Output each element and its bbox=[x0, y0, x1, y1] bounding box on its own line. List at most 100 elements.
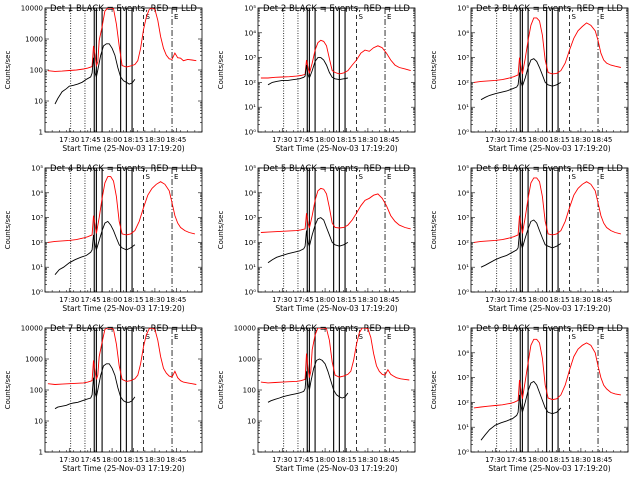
y-tick-label: 10³ bbox=[457, 214, 469, 222]
x-tick-label: 18:00 bbox=[102, 456, 122, 464]
y-tick-label: 10000 bbox=[21, 325, 43, 333]
x-tick-label: 17:30 bbox=[485, 456, 505, 464]
plot-frame bbox=[470, 167, 629, 293]
x-tick-label: 18:45 bbox=[592, 456, 612, 464]
plot-frame bbox=[257, 327, 416, 453]
x-tick-label: 17:30 bbox=[59, 456, 79, 464]
lld-series-line bbox=[260, 328, 410, 384]
events-series-line bbox=[267, 217, 349, 264]
y-axis-label: Counts/sec bbox=[217, 51, 225, 90]
x-axis-label: Start Time (25-Nov-03 17:19:20) bbox=[275, 304, 397, 313]
x-tick-label: 18:30 bbox=[358, 296, 378, 304]
lld-series-line bbox=[260, 187, 411, 233]
y-tick-label: 10⁵ bbox=[457, 5, 469, 13]
x-tick-label: 17:30 bbox=[59, 136, 79, 144]
x-tick-label: 17:45 bbox=[507, 136, 527, 144]
y-tick-label: 10² bbox=[457, 399, 469, 407]
y-tick-label: 10⁵ bbox=[457, 325, 469, 333]
lld-series-line bbox=[47, 176, 196, 243]
series-group bbox=[260, 328, 410, 403]
x-tick-label: 18:00 bbox=[102, 136, 122, 144]
series-group bbox=[47, 8, 197, 105]
x-tick-label: 18:15 bbox=[549, 136, 569, 144]
panel-svg: Det 3 BLACK = Events, RED = LLD 10⁰ 10¹ 10²… bbox=[430, 4, 629, 153]
detector-panel-2: Det 2 BLACK = Events, RED = LLD 10⁰ 10¹ 10²… bbox=[213, 0, 426, 160]
y-tick-label: 10¹ bbox=[457, 424, 469, 432]
marker-label: E bbox=[174, 333, 178, 341]
y-tick-label: 10⁰ bbox=[457, 289, 469, 297]
series-group bbox=[473, 17, 622, 101]
x-tick-label: 18:30 bbox=[571, 456, 591, 464]
y-axis-label: Counts/sec bbox=[4, 371, 12, 410]
y-tick-label: 10³ bbox=[31, 214, 43, 222]
y-tick-label: 10⁵ bbox=[244, 5, 256, 13]
y-tick-label: 10⁴ bbox=[31, 189, 43, 197]
x-tick-label: 18:00 bbox=[315, 136, 335, 144]
marker-label: E bbox=[174, 13, 178, 21]
y-tick-label: 10 bbox=[247, 418, 256, 426]
y-tick-label: 10¹ bbox=[244, 264, 256, 272]
x-tick-label: 17:45 bbox=[294, 296, 314, 304]
series-group bbox=[47, 328, 197, 410]
plot-frame bbox=[44, 7, 203, 133]
x-tick-label: 18:15 bbox=[336, 136, 356, 144]
panel-title: Det 4 BLACK = Events, RED = LLD bbox=[50, 164, 197, 174]
marker-label: S bbox=[145, 13, 150, 21]
x-tick-label: 18:15 bbox=[123, 136, 143, 144]
y-tick-label: 10³ bbox=[244, 54, 256, 62]
plot-frame bbox=[470, 327, 629, 453]
x-tick-label: 18:30 bbox=[358, 136, 378, 144]
y-tick-label: 10³ bbox=[457, 54, 469, 62]
x-tick-label: 18:45 bbox=[379, 296, 399, 304]
x-tick-label: 17:30 bbox=[272, 296, 292, 304]
y-tick-label: 10⁵ bbox=[457, 165, 469, 173]
x-axis-label: Start Time (25-Nov-03 17:19:20) bbox=[275, 144, 397, 153]
y-tick-label: 10⁰ bbox=[457, 449, 469, 457]
detector-panel-9: Det 9 BLACK = Events, RED = LLD 10⁰ 10¹ 10²… bbox=[426, 320, 639, 480]
panel-title: Det 7 BLACK = Events, RED = LLD bbox=[50, 324, 197, 334]
y-tick-label: 1 bbox=[39, 129, 43, 137]
y-tick-label: 10⁴ bbox=[457, 189, 469, 197]
x-axis-label: Start Time (25-Nov-03 17:19:20) bbox=[488, 304, 610, 313]
y-tick-label: 1000 bbox=[25, 356, 43, 364]
plot-frame bbox=[470, 7, 629, 133]
x-axis-label: Start Time (25-Nov-03 17:19:20) bbox=[275, 464, 397, 473]
y-tick-label: 10¹ bbox=[457, 104, 469, 112]
events-series-line bbox=[54, 363, 136, 410]
x-tick-label: 17:45 bbox=[507, 296, 527, 304]
x-tick-label: 18:45 bbox=[379, 136, 399, 144]
detector-panel-8: Det 8 BLACK = Events, RED = LLD 1 10 100 100… bbox=[213, 320, 426, 480]
x-tick-label: 18:30 bbox=[571, 296, 591, 304]
y-axis-label: Counts/sec bbox=[4, 51, 12, 90]
panel-title: Det 5 BLACK = Events, RED = LLD bbox=[263, 164, 410, 174]
x-axis-label: Start Time (25-Nov-03 17:19:20) bbox=[62, 144, 184, 153]
y-tick-label: 1000 bbox=[25, 36, 43, 44]
marker-label: S bbox=[571, 173, 576, 181]
y-tick-label: 10³ bbox=[244, 214, 256, 222]
panel-svg: Det 8 BLACK = Events, RED = LLD 1 10 100 100… bbox=[217, 324, 416, 473]
y-axis-label: Counts/sec bbox=[430, 371, 438, 410]
x-tick-label: 18:15 bbox=[123, 296, 143, 304]
x-tick-label: 18:30 bbox=[358, 456, 378, 464]
y-tick-label: 10⁵ bbox=[244, 165, 256, 173]
lld-series-line bbox=[47, 328, 197, 385]
y-axis-label: Counts/sec bbox=[430, 211, 438, 250]
x-tick-label: 18:15 bbox=[336, 296, 356, 304]
x-tick-label: 17:45 bbox=[81, 296, 101, 304]
y-tick-label: 1000 bbox=[238, 356, 256, 364]
panel-svg: Det 4 BLACK = Events, RED = LLD 10⁰ 10¹ 10²… bbox=[4, 164, 203, 313]
panel-title: Det 8 BLACK = Events, RED = LLD bbox=[263, 324, 410, 334]
y-tick-label: 10⁵ bbox=[31, 165, 43, 173]
y-axis-label: Counts/sec bbox=[217, 211, 225, 250]
plot-frame bbox=[44, 327, 203, 453]
y-tick-label: 10⁰ bbox=[244, 289, 256, 297]
panel-svg: Det 2 BLACK = Events, RED = LLD 10⁰ 10¹ 10²… bbox=[217, 4, 416, 153]
marker-label: E bbox=[174, 173, 178, 181]
marker-label: E bbox=[387, 333, 391, 341]
x-axis-label: Start Time (25-Nov-03 17:19:20) bbox=[488, 144, 610, 153]
marker-label: E bbox=[387, 173, 391, 181]
x-tick-label: 17:30 bbox=[59, 296, 79, 304]
lld-series-line bbox=[473, 338, 621, 409]
lld-series-line bbox=[47, 8, 197, 72]
panel-svg: Det 9 BLACK = Events, RED = LLD 10⁰ 10¹ 10²… bbox=[430, 324, 629, 473]
